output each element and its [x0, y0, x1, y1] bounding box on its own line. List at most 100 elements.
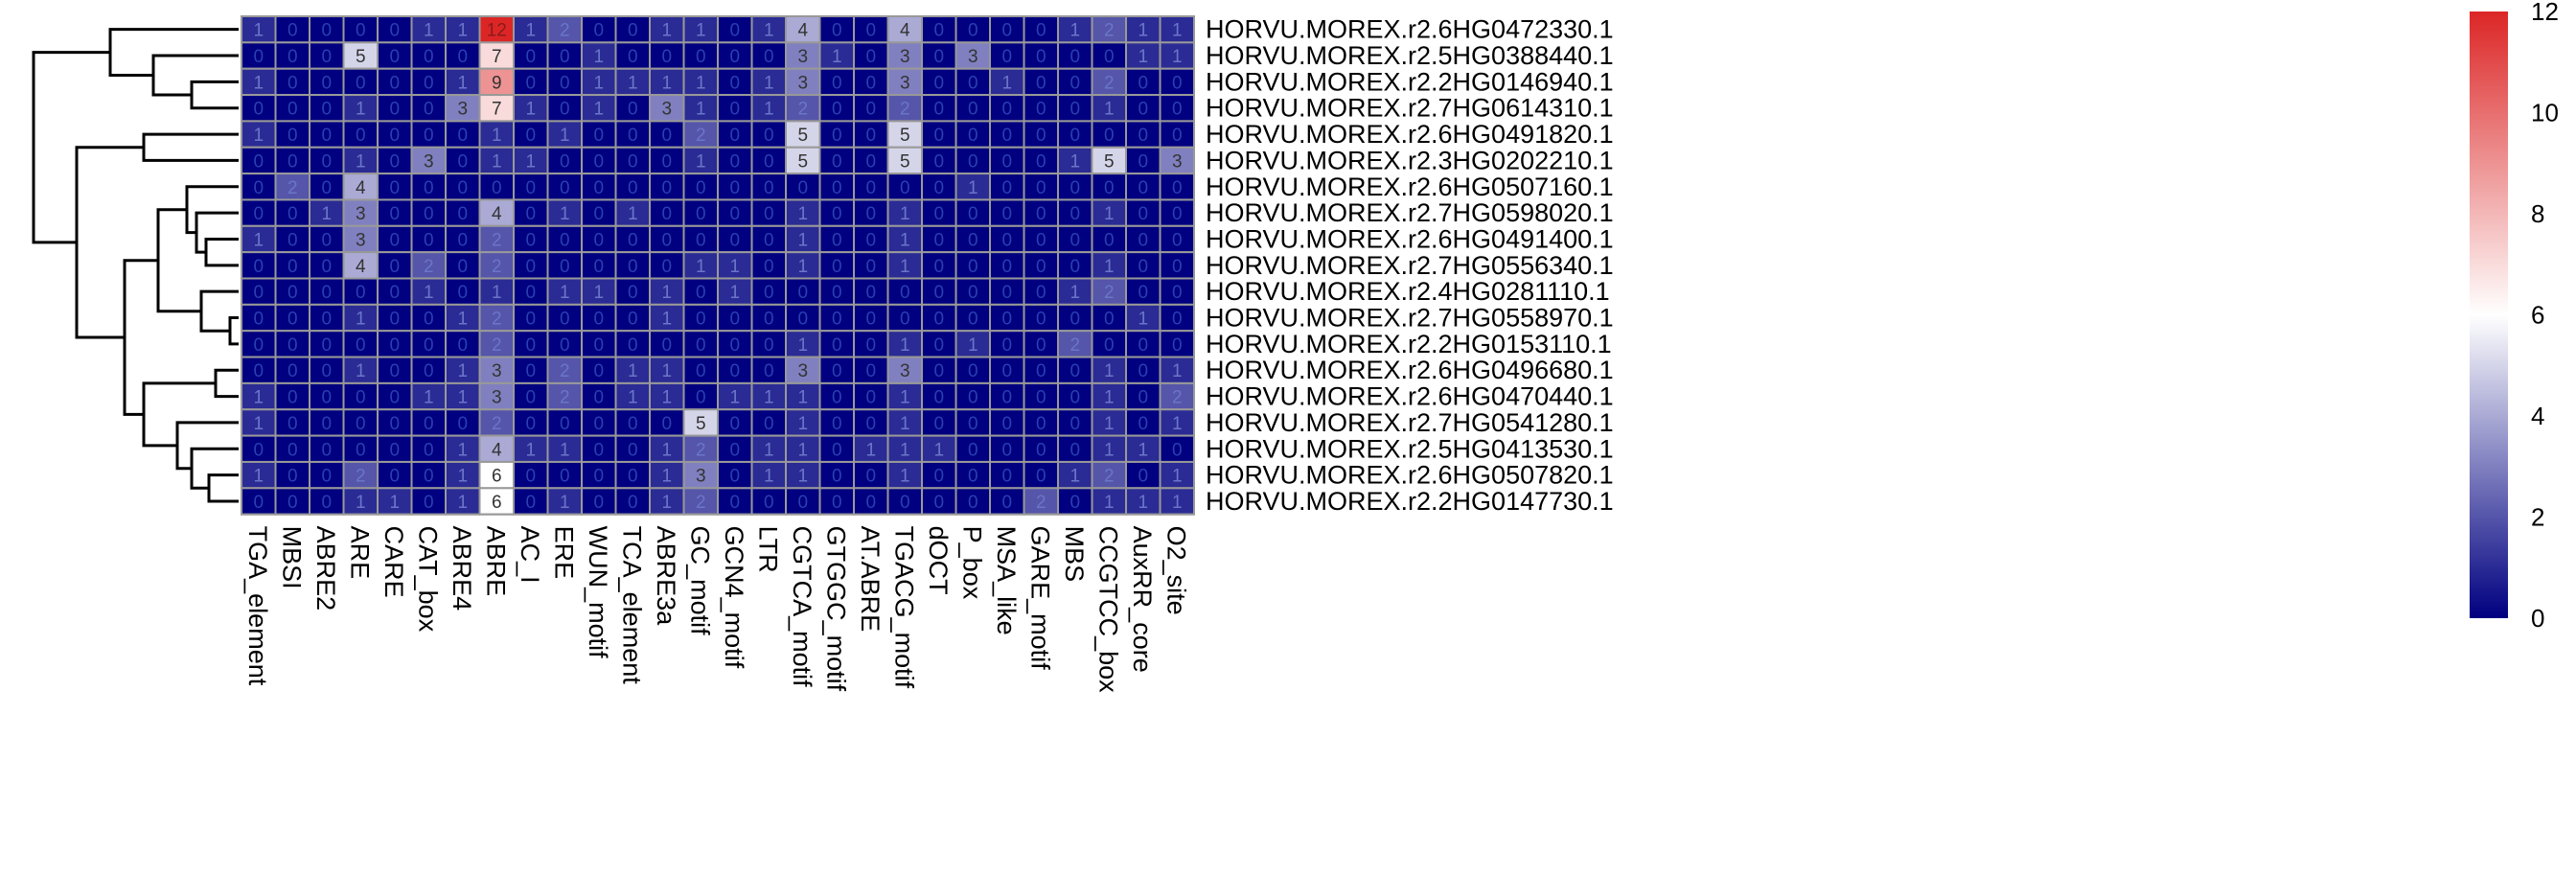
- cell-value-label: 0: [933, 21, 944, 41]
- heatmap-cell: [581, 94, 617, 123]
- cell-value-label: 0: [288, 257, 298, 277]
- cell-value-label: 1: [1104, 414, 1115, 434]
- cell-value-label: 1: [661, 73, 672, 93]
- cell-value-label: 0: [1070, 73, 1080, 93]
- heatmap-cell: [886, 146, 923, 175]
- cell-value-label: 0: [797, 178, 808, 198]
- heatmap-cell: [546, 41, 583, 70]
- column-label: GARE_motif: [1025, 526, 1054, 671]
- cell-value-label: 0: [1104, 178, 1115, 198]
- cell-value-label: 0: [865, 361, 876, 381]
- cell-value-label: 1: [457, 310, 468, 330]
- cell-value-label: 0: [1104, 230, 1115, 250]
- cell-value-label: 1: [253, 414, 264, 434]
- cell-value-label: 0: [865, 230, 876, 250]
- cell-value-label: 0: [525, 257, 536, 277]
- cell-value-label: 0: [1138, 388, 1148, 408]
- cell-value-label: 0: [593, 335, 604, 356]
- heatmap-cell: [1023, 303, 1059, 333]
- row-label: HORVU.MOREX.r2.2HG0153110.1: [1206, 330, 1612, 358]
- cell-value-label: 3: [900, 73, 910, 93]
- cell-value-label: 0: [560, 310, 570, 330]
- cell-value-label: 0: [696, 310, 706, 330]
- cell-value-label: 0: [764, 493, 774, 513]
- cell-value-label: 0: [696, 230, 706, 250]
- cell-value-label: 1: [797, 388, 808, 408]
- heatmap-cell: [818, 67, 855, 97]
- cell-value-label: 1: [661, 467, 672, 487]
- cell-value-label: 1: [900, 440, 910, 460]
- cell-value-label: 1: [1070, 283, 1080, 303]
- cell-value-label: 1: [900, 388, 910, 408]
- cell-value-label: 0: [797, 310, 808, 330]
- row-label: HORVU.MOREX.r2.6HG0496680.1: [1206, 356, 1614, 384]
- cell-value-label: 1: [797, 414, 808, 434]
- cell-value-label: 0: [1172, 440, 1183, 460]
- heatmap-cell: [1023, 224, 1059, 254]
- cell-value-label: 0: [389, 204, 400, 224]
- heatmap-cell: [1125, 330, 1162, 358]
- heatmap-cell: [546, 487, 583, 516]
- cell-value-label: 1: [900, 414, 910, 434]
- cell-value-label: 3: [797, 47, 808, 67]
- cell-value-label: 0: [729, 126, 740, 146]
- cell-value-label: 0: [288, 440, 298, 460]
- cell-value-label: 0: [1036, 388, 1046, 408]
- heatmap-cell: [410, 460, 447, 490]
- cell-value-label: 0: [933, 100, 944, 120]
- cell-value-label: 1: [661, 283, 672, 303]
- cell-value-label: 2: [696, 493, 706, 513]
- cell-value-label: 1: [457, 361, 468, 381]
- cell-value-label: 0: [764, 257, 774, 277]
- heatmap-cell: [682, 356, 719, 384]
- heatmap-cell: [410, 356, 447, 384]
- heatmap-cell: [445, 224, 481, 254]
- heatmap-cell: [1023, 487, 1059, 516]
- cell-value-label: 0: [832, 388, 842, 408]
- cell-value-label: 2: [1070, 335, 1080, 356]
- cell-value-label: 0: [1036, 47, 1046, 67]
- cell-value-label: 1: [492, 151, 502, 172]
- cell-value-label: 1: [560, 204, 570, 224]
- cell-value-label: 0: [1001, 310, 1012, 330]
- cell-value-label: 0: [593, 440, 604, 460]
- cell-value-label: 0: [593, 178, 604, 198]
- cell-value-label: 1: [457, 388, 468, 408]
- legend-tick-label: 10: [2531, 99, 2559, 127]
- cell-value-label: 0: [933, 388, 944, 408]
- cell-value-label: 0: [1138, 230, 1148, 250]
- cell-value-label: 0: [424, 361, 434, 381]
- heatmap-cell: [1125, 198, 1162, 227]
- cell-value-label: 1: [424, 283, 434, 303]
- cell-value-label: 2: [696, 440, 706, 460]
- cell-value-label: 3: [661, 100, 672, 120]
- heatmap-cell: [478, 330, 515, 358]
- cell-value-label: 0: [1070, 204, 1080, 224]
- heatmap-cell: [581, 198, 617, 227]
- cell-value-label: 2: [288, 178, 298, 198]
- cell-value-label: 0: [764, 178, 774, 198]
- column-label: GC_motif: [685, 526, 714, 636]
- heatmap-cell: [309, 408, 345, 437]
- cell-value-label: 0: [593, 257, 604, 277]
- cell-value-label: 0: [1104, 126, 1115, 146]
- heatmap-cell: [1057, 408, 1093, 437]
- cell-value-label: 7: [492, 100, 502, 120]
- cell-value-label: 0: [968, 151, 978, 172]
- cell-value-label: 0: [933, 257, 944, 277]
- cell-value-label: 1: [1070, 21, 1080, 41]
- cell-value-label: 2: [560, 388, 570, 408]
- cell-value-label: 0: [560, 230, 570, 250]
- cell-value-label: 0: [525, 230, 536, 250]
- heatmap-cell: [342, 224, 379, 254]
- cell-value-label: 0: [288, 151, 298, 172]
- heatmap-cell: [1023, 94, 1059, 123]
- cell-value-label: 0: [1070, 414, 1080, 434]
- cell-value-label: 0: [1070, 126, 1080, 146]
- heatmap-cell: [377, 146, 413, 175]
- cell-value-label: 0: [525, 467, 536, 487]
- heatmap-cell: [274, 381, 310, 411]
- cell-value-label: 0: [1001, 47, 1012, 67]
- cell-value-label: 0: [253, 151, 264, 172]
- cell-value-label: 0: [389, 257, 400, 277]
